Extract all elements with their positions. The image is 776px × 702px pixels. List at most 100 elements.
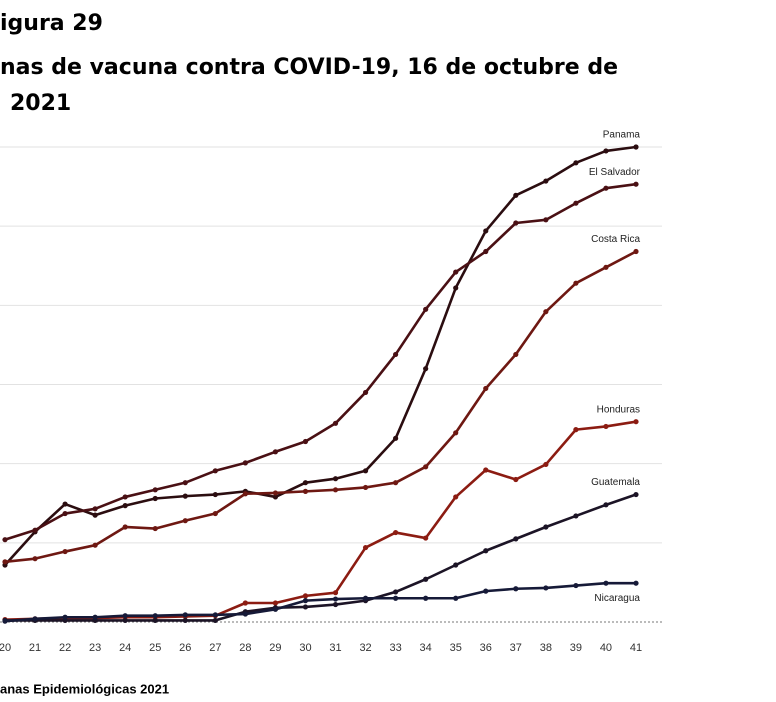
x-tick-label: 27 [209, 642, 221, 654]
x-tick-label: 41 [630, 642, 642, 654]
x-tick-label: 30 [299, 642, 311, 654]
data-point [122, 494, 128, 500]
data-point [453, 285, 459, 291]
series-line [5, 493, 637, 622]
data-point [633, 181, 639, 187]
data-point [453, 430, 459, 436]
data-point [603, 185, 609, 191]
series-label: Costa Rica [591, 234, 640, 245]
data-point [362, 484, 369, 491]
x-tick-label: 20 [0, 642, 11, 654]
data-point [393, 435, 399, 441]
data-point [272, 494, 279, 500]
data-point [242, 611, 248, 617]
data-point [513, 351, 519, 358]
data-point [573, 160, 579, 166]
data-point [2, 559, 8, 565]
data-point [573, 582, 579, 589]
data-point [573, 200, 579, 206]
data-point [453, 494, 459, 500]
data-point [393, 480, 399, 486]
data-point [603, 502, 609, 508]
data-point [152, 525, 158, 532]
data-point [483, 248, 489, 255]
x-tick-label: 40 [600, 642, 612, 654]
data-point [62, 501, 68, 507]
x-tick-label: 23 [89, 642, 101, 654]
data-point [302, 488, 309, 494]
data-point [92, 512, 98, 518]
data-point [603, 148, 609, 154]
x-axis-label: anas Epidemiológicas 2021 [0, 681, 169, 696]
data-point [212, 468, 218, 474]
data-point [543, 309, 549, 315]
data-point [332, 420, 339, 426]
data-point [2, 618, 8, 624]
data-point [332, 476, 339, 482]
data-point [272, 606, 279, 612]
data-point [182, 518, 188, 524]
data-point [453, 595, 459, 601]
data-point [182, 612, 188, 618]
x-tick-label: 38 [540, 642, 552, 654]
data-point [483, 467, 489, 473]
data-point [212, 612, 218, 618]
data-point [362, 468, 369, 474]
chart-title: nas de vacuna contra COVID-19, 16 de oct… [0, 55, 618, 80]
data-point [453, 269, 459, 275]
data-point [543, 585, 549, 591]
x-tick-label: 22 [59, 642, 71, 654]
data-point [633, 248, 639, 255]
data-point [92, 506, 98, 512]
data-point [152, 495, 158, 502]
x-tick-label: 32 [359, 642, 371, 654]
data-point [423, 595, 429, 601]
figure-label: igura 29 [0, 11, 103, 36]
series-line [4, 145, 637, 566]
data-point [272, 449, 279, 455]
x-tick-label: 31 [329, 642, 341, 654]
data-point [182, 480, 188, 486]
data-point [152, 613, 158, 619]
data-point [182, 493, 188, 499]
data-point [212, 491, 218, 498]
series-label: Nicaragua [594, 593, 640, 604]
data-point [483, 588, 489, 594]
data-point [513, 476, 519, 483]
x-tick-label: 39 [570, 642, 582, 654]
x-tick-label: 26 [179, 642, 191, 654]
data-point [302, 480, 309, 486]
data-point [513, 586, 519, 592]
x-tick-label: 24 [119, 642, 131, 654]
data-point [242, 491, 248, 497]
series-label: Honduras [597, 404, 640, 415]
data-point [32, 527, 38, 533]
data-point [302, 593, 309, 599]
data-point [513, 220, 519, 226]
x-tick-label: 33 [389, 642, 401, 654]
data-point [633, 580, 639, 586]
data-point [543, 461, 549, 468]
series-line [4, 250, 637, 564]
data-point [423, 464, 429, 470]
data-point [62, 614, 68, 620]
data-point [423, 306, 429, 312]
x-tick-label: 29 [269, 642, 281, 654]
x-tick-label: 35 [450, 642, 462, 654]
data-point [513, 192, 519, 198]
data-point [242, 460, 248, 466]
data-point [62, 510, 68, 517]
data-point [393, 595, 399, 601]
series-label: Panama [603, 130, 641, 141]
data-point [483, 385, 489, 392]
data-point [122, 617, 128, 624]
x-tick-label: 37 [510, 642, 522, 654]
series-line [4, 420, 637, 621]
data-point [332, 601, 339, 608]
data-point [92, 542, 98, 548]
x-tick-label: 36 [480, 642, 492, 654]
data-point [603, 423, 609, 430]
x-tick-label: 21 [29, 642, 41, 654]
data-point [633, 491, 639, 498]
